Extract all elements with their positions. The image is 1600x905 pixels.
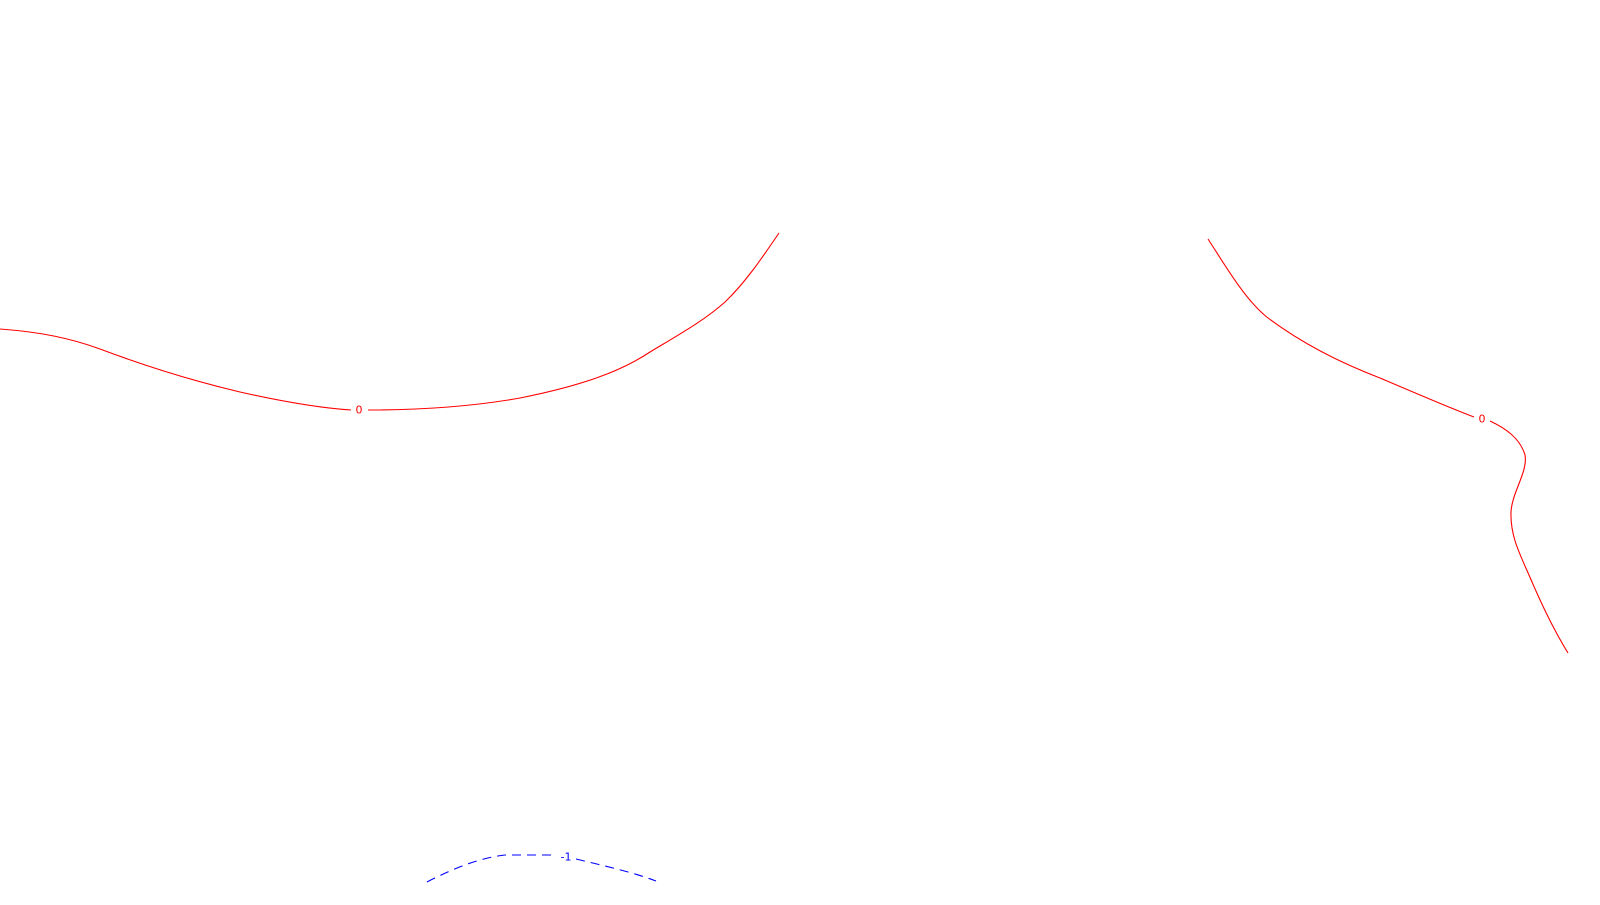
- contour-label-bg: [1475, 412, 1489, 426]
- contour-label-bg: [352, 403, 366, 417]
- contour-line-minus-one: [426, 854, 657, 883]
- contour-label-zero-east: 0: [1479, 413, 1486, 426]
- contour-label-zero-west: 0: [356, 404, 363, 417]
- contour-minus-one: -1: [426, 851, 657, 883]
- contour-zero-east: 0: [1207, 238, 1569, 654]
- contour-line-zero-west: [0, 232, 780, 411]
- contour-label-minus-one: -1: [561, 851, 572, 864]
- contour-line-zero-east: [1207, 238, 1569, 654]
- contour-zero-west: 0: [0, 232, 780, 417]
- contour-label-bg: [556, 851, 576, 864]
